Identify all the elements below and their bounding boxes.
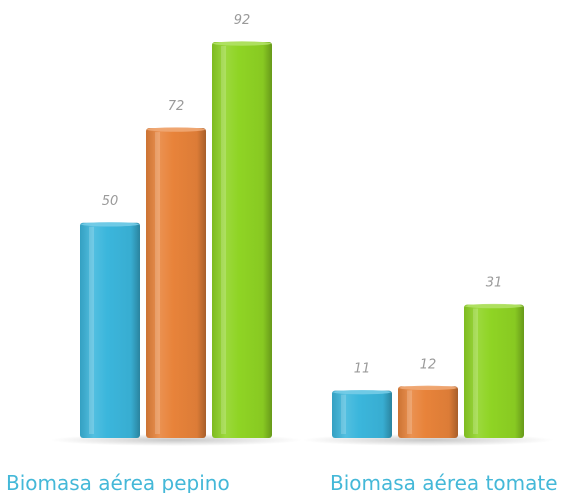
value-label: 50 bbox=[102, 194, 119, 209]
bar-1-3 bbox=[212, 41, 272, 438]
bars bbox=[80, 41, 524, 438]
bar-1-1 bbox=[80, 222, 140, 438]
bar-2-3 bbox=[464, 303, 524, 438]
bar-1-2 bbox=[146, 127, 206, 438]
bar-2-1 bbox=[332, 389, 392, 438]
category-label: Biomasa aérea pepino bbox=[6, 471, 230, 493]
bar-2-2 bbox=[398, 385, 458, 438]
value-label: 11 bbox=[354, 362, 371, 377]
category-labels: Biomasa aérea pepino Biomasa aérea tomate bbox=[6, 471, 558, 493]
value-labels: 50 72 92 11 12 31 bbox=[102, 13, 503, 377]
value-label: 72 bbox=[168, 99, 185, 114]
value-label: 31 bbox=[486, 276, 503, 291]
value-label: 12 bbox=[420, 357, 437, 372]
value-label: 92 bbox=[234, 13, 251, 28]
category-label: Biomasa aérea tomate bbox=[330, 471, 558, 493]
